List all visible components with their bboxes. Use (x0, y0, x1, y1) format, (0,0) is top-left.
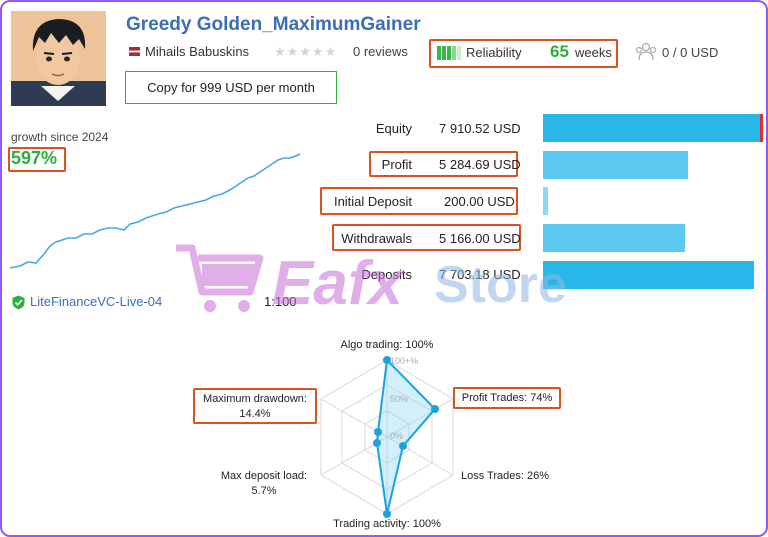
max-drawdown-highlight (193, 388, 317, 424)
reliability-label: Reliability (466, 45, 522, 60)
reviews-count[interactable]: 0 reviews (353, 44, 408, 59)
rating-stars-icon: ★★★★★ (274, 44, 338, 59)
metric-label-equity: Equity (375, 121, 412, 136)
withdrawals-highlight (332, 224, 521, 251)
metric-value-deposits: 7 703.18 USD (439, 267, 521, 282)
growth-sparkline[interactable] (10, 150, 302, 274)
metric-bar-initial-deposit (543, 187, 548, 215)
radar-ring-0: 0% (390, 431, 403, 441)
copy-subscribe-button[interactable]: Copy for 999 USD per month (125, 71, 337, 104)
subscribers-value: 0 / 0 USD (662, 45, 719, 60)
leverage-value: 1:100 (264, 294, 297, 309)
radar-label-max-deposit-load: Max deposit load: (220, 470, 308, 482)
signal-title[interactable]: Greedy Golden_MaximumGainer (126, 14, 421, 35)
reliability-bars-icon (437, 46, 461, 60)
growth-label: growth since 2024 (11, 130, 109, 144)
metric-label-deposits: Deposits (361, 267, 412, 282)
metric-bar-withdrawals (543, 224, 685, 252)
metric-value-withdrawals: 5 166.00 USD (439, 231, 521, 246)
metric-bar-profit (543, 151, 688, 179)
growth-value: 597% (11, 148, 58, 168)
metric-label-initial-deposit: Initial Deposit (333, 194, 412, 209)
radar-value-max-drawdown: 14.4% (239, 408, 271, 420)
latvia-flag-icon (129, 47, 140, 56)
profit-trades-highlight (453, 387, 561, 409)
metric-bar-deposits (543, 261, 754, 289)
metric-bar-equity (543, 114, 763, 142)
radar-label-loss-trades: Loss Trades: 26% (460, 470, 550, 482)
avatar (11, 11, 106, 106)
profit-highlight (369, 151, 518, 177)
verified-check-icon (12, 295, 25, 310)
metric-value-equity: 7 910.52 USD (439, 121, 521, 136)
radar-label-trading-activity: Trading activity: 100% (333, 518, 441, 530)
initial-deposit-highlight (320, 187, 518, 215)
radar-ring-50: 50% (390, 394, 408, 404)
subscribers-icon (635, 42, 657, 61)
reliability-highlight (429, 39, 618, 68)
radar-ring-100: 100+% (390, 356, 418, 366)
radar-label-max-drawdown: Maximum drawdown: (203, 393, 307, 405)
metric-label-profit: Profit (381, 157, 412, 172)
growth-highlight (8, 147, 66, 172)
broker-server-link[interactable]: LiteFinanceVC-Live-04 (30, 294, 163, 309)
metric-value-profit: 5 284.69 USD (439, 157, 521, 172)
reliability-weeks-value: 65 (550, 42, 569, 61)
metric-value-initial-deposit: 200.00 USD (444, 194, 515, 209)
radar-label-profit-trades: Profit Trades: 74% (461, 392, 553, 404)
radar-value-max-deposit-load: 5.7% (251, 485, 277, 497)
author-name[interactable]: Mihails Babuskins (145, 44, 250, 59)
radar-chart[interactable]: 100+% 50% 0% (302, 347, 472, 527)
reliability-weeks-unit: weeks (575, 45, 612, 60)
metric-label-withdrawals: Withdrawals (341, 231, 412, 246)
radar-label-algo-trading: Algo trading: 100% (340, 339, 434, 351)
